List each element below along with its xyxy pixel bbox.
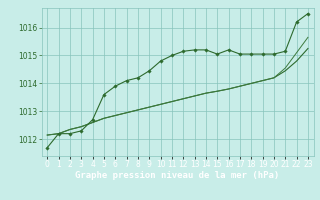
Text: Graphe pression niveau de la mer (hPa): Graphe pression niveau de la mer (hPa): [76, 170, 280, 180]
